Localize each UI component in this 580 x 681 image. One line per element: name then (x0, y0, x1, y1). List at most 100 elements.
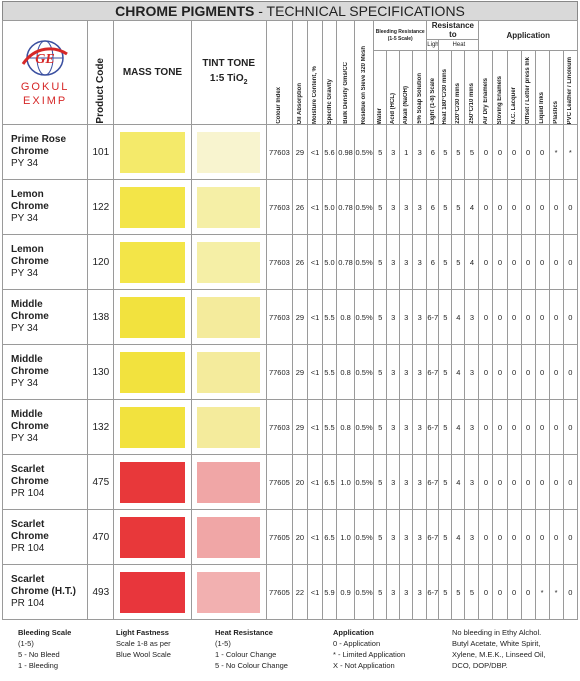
value: 0 (478, 124, 494, 180)
value: 5 (438, 289, 453, 345)
value: 3 (399, 179, 414, 235)
value: 0 (478, 564, 494, 620)
value: 0 (520, 234, 536, 290)
legend-line: Scale 1-8 as per (116, 639, 171, 648)
value: <1 (306, 234, 324, 290)
value: 0.8 (336, 344, 356, 400)
value: 0 (492, 289, 508, 345)
value: 0.98 (336, 124, 356, 180)
property-header: Oil Absorption (291, 20, 308, 125)
value: 5 (451, 564, 466, 620)
logo-text: EXIMP (23, 94, 68, 107)
tint-swatch (197, 571, 261, 613)
tint-ratio: 1:5 TiO (209, 72, 244, 84)
value: 0 (562, 344, 579, 400)
property-header: Colour Index (265, 20, 293, 125)
value: 3 (386, 564, 401, 620)
product-name: Lemon Chrome PY 34 (1, 179, 89, 235)
name-line: Chrome (11, 531, 49, 542)
mass-swatch (119, 296, 185, 338)
value: 0 (492, 344, 508, 400)
value: 0 (562, 289, 579, 345)
name-line: Chrome (11, 366, 49, 377)
value: 5 (438, 454, 453, 510)
value: 6-7 (426, 344, 440, 400)
property-label: Colour Index (276, 87, 283, 124)
value: 0 (478, 289, 494, 345)
value: 3 (412, 454, 428, 510)
value: 3 (386, 124, 401, 180)
property-label: Liquid Inks (539, 92, 546, 124)
value: 6.5 (321, 509, 338, 565)
property-label: Light (1-8) Scale (429, 77, 436, 124)
property-label: Bulk Density Gms/CC (342, 62, 349, 124)
value: 0 (478, 179, 494, 235)
value: 5 (373, 454, 388, 510)
value: 4 (451, 454, 466, 510)
value: 3 (399, 454, 414, 510)
value: 0 (520, 124, 536, 180)
legend-block: Heat Resistance (1-5) 1 - Colour Change 5 -… (215, 627, 288, 671)
value: 5 (373, 509, 388, 565)
column-header: Product Code (87, 20, 115, 125)
mass-swatch (119, 186, 185, 228)
value: 22 (291, 564, 308, 620)
mass-tone (113, 399, 192, 455)
name-line: Middle (11, 354, 43, 365)
value: <1 (306, 344, 324, 400)
property-header: Specific Gravity (321, 20, 338, 125)
column-header-text: Product Code (95, 58, 107, 124)
legend-line: DCO, DOP/DBP. (452, 661, 508, 670)
value: 1 (399, 124, 414, 180)
pigment: PR 104 (11, 543, 45, 554)
value: 0 (478, 399, 494, 455)
name-line: Chrome (H.T.) (11, 586, 76, 597)
tint-swatch (197, 241, 261, 283)
logo-mark: GE (21, 39, 68, 76)
value: <1 (306, 509, 324, 565)
name-line: Chrome (11, 256, 49, 267)
property-header: Heat 180°C/30 mins (438, 50, 453, 125)
legend-line: 5 - No Bleed (18, 650, 60, 659)
title-rest: - TECHNICAL SPECIFICATIONS (254, 3, 465, 19)
product-row: Scarlet Chrome PR 104 475 77605 20 <1 6.5 1.0 0.5… (1, 454, 579, 510)
product-code: 138 (87, 289, 115, 345)
property-header: Alkali (NaOH) (399, 50, 414, 125)
value: 3 (412, 234, 428, 290)
value: * (548, 564, 564, 620)
value: 3 (386, 454, 401, 510)
tint-tone (190, 454, 267, 510)
value: 0 (562, 399, 579, 455)
value: 1.0 (336, 509, 356, 565)
value: 4 (451, 344, 466, 400)
property-label: Specific Gravity (326, 78, 333, 124)
product-name: Scarlet Chrome PR 104 (1, 454, 89, 510)
value: 26 (291, 179, 308, 235)
value: 5.6 (321, 124, 338, 180)
value: 5 (438, 179, 453, 235)
value: 0 (520, 564, 536, 620)
value: <1 (306, 289, 324, 345)
value: 6-7 (426, 564, 440, 620)
name-line: Scarlet (11, 464, 45, 475)
value: 0 (478, 454, 494, 510)
product-code: 493 (87, 564, 115, 620)
value: 5 (464, 564, 480, 620)
product-name: Prime Rose Chrome PY 34 (1, 124, 89, 180)
value: 6.5 (321, 454, 338, 510)
value: 5 (451, 179, 466, 235)
value: 0.5% (354, 509, 375, 565)
property-label: 220°C/30 mins (455, 83, 462, 124)
group-header: Bleeding Resistance (1-5 Scale) (373, 20, 428, 51)
mass-tone (113, 179, 192, 235)
value: 0 (548, 509, 564, 565)
value: 0 (492, 234, 508, 290)
property-label: Oil Absorption (296, 82, 303, 124)
legend-block: Bleeding Scale (1-5) 5 - No Bleed 1 - Bleed… (18, 627, 71, 671)
pigment: PY 34 (11, 268, 39, 279)
product-code: 132 (87, 399, 115, 455)
value: 6-7 (426, 454, 440, 510)
value: 6 (426, 179, 440, 235)
mass-swatch (119, 571, 185, 613)
legend-line: Application (333, 628, 374, 637)
